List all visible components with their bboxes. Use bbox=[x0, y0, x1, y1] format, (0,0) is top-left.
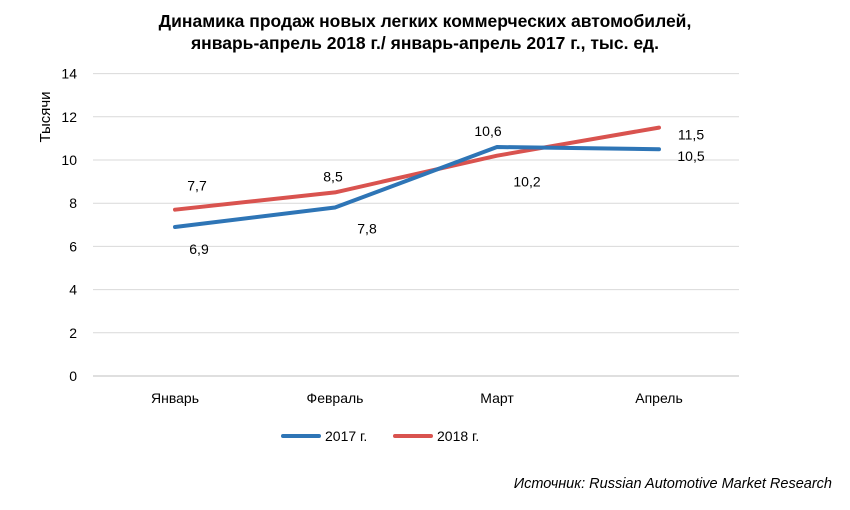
x-tick-label: Март bbox=[480, 390, 514, 406]
data-label: 6,9 bbox=[189, 241, 209, 257]
data-label: 7,7 bbox=[187, 178, 207, 194]
data-label: 10,6 bbox=[474, 123, 501, 139]
legend-label: 2017 г. bbox=[325, 428, 367, 444]
x-axis-ticks: Январь Февраль Март Апрель bbox=[151, 390, 683, 406]
source-note: Источник: Russian Automotive Market Rese… bbox=[513, 476, 832, 492]
y-tick-label: 6 bbox=[69, 238, 77, 254]
series-line-2018 bbox=[173, 125, 661, 212]
x-tick-label: Февраль bbox=[307, 390, 364, 406]
chart-title-line-2: январь-апрель 2018 г./ январь-апрель 201… bbox=[190, 33, 660, 53]
y-tick-label: 2 bbox=[69, 325, 77, 341]
chart-title: Динамика продаж новых легких коммерчески… bbox=[0, 10, 850, 54]
x-tick-label: Январь bbox=[151, 390, 199, 406]
y-tick-label: 12 bbox=[61, 109, 77, 125]
legend-label: 2018 г. bbox=[437, 428, 479, 444]
grid-lines bbox=[93, 73, 739, 377]
data-label: 10,2 bbox=[513, 174, 540, 190]
y-tick-label: 14 bbox=[61, 66, 77, 82]
x-tick-label: Апрель bbox=[635, 390, 683, 406]
series-lines bbox=[173, 125, 661, 229]
y-axis-ticks: 0 2 4 6 8 10 12 14 bbox=[61, 66, 77, 384]
data-label: 8,5 bbox=[323, 168, 343, 184]
line-chart: 0 2 4 6 8 10 12 14 Тысячи Январь Февраль Март Апре… bbox=[37, 66, 739, 444]
data-label: 10,5 bbox=[677, 148, 704, 164]
series-line-2017 bbox=[173, 145, 661, 229]
data-label: 11,5 bbox=[678, 127, 704, 143]
data-labels: 6,9 7,8 10,6 10,5 7,7 8,5 10,2 11,5 bbox=[187, 123, 705, 257]
y-axis-label: Тысячи bbox=[37, 91, 54, 142]
chart-title-line-1: Динамика продаж новых легких коммерчески… bbox=[158, 11, 692, 31]
y-tick-label: 8 bbox=[69, 195, 77, 211]
legend: 2017 г. 2018 г. bbox=[281, 428, 479, 444]
data-label: 7,8 bbox=[357, 221, 377, 237]
y-tick-label: 10 bbox=[61, 152, 77, 168]
y-tick-label: 4 bbox=[69, 282, 77, 298]
y-tick-label: 0 bbox=[69, 368, 77, 384]
